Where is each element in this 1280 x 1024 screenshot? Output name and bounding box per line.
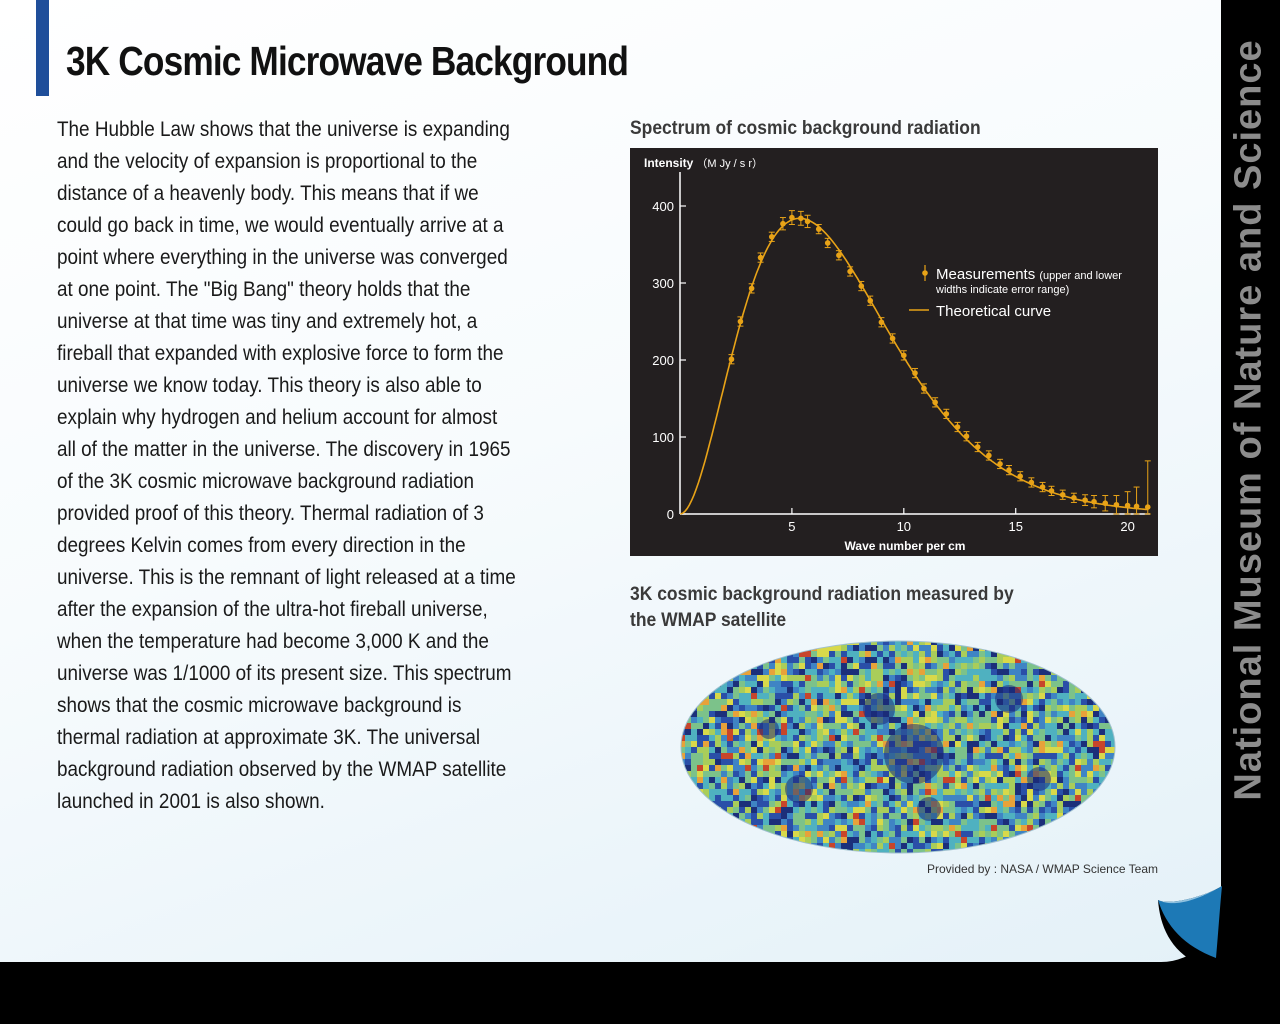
measurement-point	[889, 335, 896, 342]
measurement-point	[1048, 488, 1055, 494]
body-line: universe we know today. This theory is a…	[57, 374, 482, 397]
measurement-point	[798, 215, 804, 222]
measurement-point	[748, 285, 755, 292]
body-line: thermal radiation at approximate 3K. The…	[57, 726, 481, 749]
measurement-point	[815, 226, 822, 232]
measurement-point	[997, 461, 1003, 467]
measurement-point	[1082, 497, 1088, 503]
measurement-point	[847, 268, 853, 275]
measurement-point	[824, 240, 831, 246]
measurement-point	[878, 319, 885, 326]
measurement-point	[932, 399, 938, 406]
measurement-point	[836, 252, 842, 259]
measurement-point	[737, 318, 744, 325]
legend-measurements-note: (upper and lower	[1039, 270, 1122, 282]
map-caption-line-1: 3K cosmic background radiation measured …	[630, 584, 1014, 605]
measurement-point	[954, 424, 961, 430]
body-line: after the expansion of the ultra-hot fir…	[57, 598, 488, 621]
x-tick-label: 5	[788, 519, 795, 534]
body-line: point where everything in the universe w…	[57, 246, 508, 269]
measurement-point	[768, 234, 775, 240]
body-line: degrees Kelvin comes from every directio…	[57, 534, 466, 557]
museum-name-vertical: National Museum of Nature and Science	[1227, 39, 1270, 801]
body-line: explain why hydrogen and helium account …	[57, 406, 498, 429]
legend-theoretical-curve: Theoretical curve	[936, 303, 1051, 320]
body-line: and the velocity of expansion is proport…	[57, 150, 478, 173]
body-line: could go back in time, we would eventual…	[57, 214, 504, 237]
title-accent-bar	[36, 0, 49, 96]
body-line: universe at that time was tiny and extre…	[57, 310, 478, 333]
x-tick-label: 10	[897, 519, 911, 534]
map-caption-line-2: the WMAP satellite	[630, 610, 787, 631]
measurement-point	[1028, 479, 1035, 486]
measurement-point	[1133, 503, 1140, 510]
measurement-point	[912, 370, 918, 376]
measurement-point	[901, 352, 907, 359]
body-line: The Hubble Law shows that the universe i…	[57, 118, 510, 141]
measurement-point	[986, 452, 992, 459]
measurement-point	[867, 297, 874, 304]
page-curl-corner	[1158, 886, 1222, 964]
legend-measurements-label: Measurements	[936, 266, 1039, 283]
x-axis-label: Wave number per cm	[845, 539, 966, 553]
spectrum-chart: 0 100 200 300 400 5 10 15 20 Intensity （M Jy / s …	[630, 148, 1158, 556]
measurement-point	[1071, 495, 1077, 501]
y-tick-label: 0	[667, 507, 674, 522]
measurement-point	[1113, 501, 1120, 508]
y-axis-unit: （M Jy / s r）	[693, 157, 763, 170]
y-axis-title: Intensity	[644, 156, 694, 170]
measurement-point	[974, 444, 981, 450]
measurement-point	[1039, 484, 1046, 490]
measurement-point	[1059, 491, 1066, 498]
theoretical-curve	[680, 217, 1149, 515]
measurement-point	[1017, 473, 1023, 480]
sky-map-outline	[680, 640, 1116, 854]
wmap-sky-map	[680, 640, 1116, 854]
page-title: 3K Cosmic Microwave Background	[66, 38, 629, 84]
measurement-point	[858, 283, 865, 289]
measurement-point	[1091, 498, 1097, 505]
body-line: of the 3K cosmic microwave background ra…	[57, 470, 475, 493]
body-line: background radiation observed by the WMA…	[57, 758, 507, 781]
measurement-point	[1124, 502, 1131, 509]
body-line: launched in 2001 is also shown.	[57, 790, 325, 813]
measurement-point	[963, 433, 970, 440]
measurement-point	[728, 356, 735, 363]
body-line: shows that the cosmic microwave backgrou…	[57, 694, 462, 717]
body-line: universe. This is the remnant of light r…	[57, 566, 516, 589]
body-line: universe was 1/1000 of its present size.…	[57, 662, 512, 685]
measurement-point	[1006, 467, 1012, 473]
measurement-point	[1102, 500, 1109, 507]
y-tick-label: 200	[652, 353, 674, 368]
map-caption: 3K cosmic background radiation measured …	[630, 582, 1014, 634]
measurement-point	[921, 385, 927, 392]
measurement-point	[757, 254, 764, 261]
measurement-point	[804, 218, 811, 225]
measurement-point	[789, 214, 795, 221]
image-credit: Provided by : NASA / WMAP Science Team	[927, 862, 1158, 876]
measurement-point	[943, 411, 950, 417]
measurement-point	[1144, 504, 1151, 510]
body-line: provided proof of this theory. Thermal r…	[57, 502, 484, 525]
legend-measurements-note-2: widths indicate error range)	[935, 284, 1069, 296]
x-tick-label: 20	[1120, 519, 1134, 534]
sky-map-pixels	[681, 641, 1115, 853]
y-tick-label: 300	[652, 276, 674, 291]
y-tick-label: 400	[652, 199, 674, 214]
y-tick-label: 100	[652, 430, 674, 445]
body-line: all of the matter in the universe. The d…	[57, 438, 511, 461]
spectrum-chart-svg: 0 100 200 300 400 5 10 15 20 Intensity （M Jy / s …	[644, 156, 1151, 553]
body-line: when the temperature had become 3,000 K …	[57, 630, 489, 653]
body-line: at one point. The "Big Bang" theory hold…	[57, 278, 471, 301]
body-paragraph: The Hubble Law shows that the universe i…	[57, 114, 597, 818]
chart-caption: Spectrum of cosmic background radiation	[630, 118, 981, 139]
legend-measurement-marker	[922, 270, 928, 276]
legend-measurements: Measurements (upper and lower	[936, 266, 1122, 283]
body-line: distance of a heavenly body. This means …	[57, 182, 479, 205]
y-axis-label: Intensity （M Jy / s r）	[644, 156, 763, 170]
x-tick-label: 15	[1008, 519, 1022, 534]
body-line: fireball that expanded with explosive fo…	[57, 342, 504, 365]
measurement-point	[780, 220, 786, 227]
